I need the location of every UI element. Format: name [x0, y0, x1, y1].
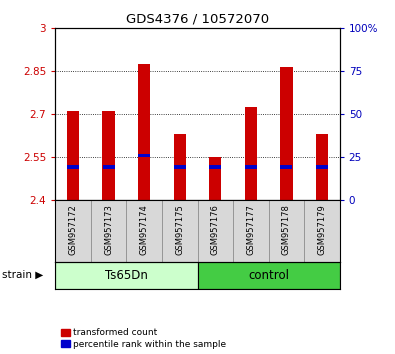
Legend: transformed count, percentile rank within the sample: transformed count, percentile rank withi… — [60, 327, 228, 349]
Text: GSM957174: GSM957174 — [140, 204, 149, 255]
Bar — [91, 200, 126, 262]
Bar — [138, 154, 150, 158]
Bar — [67, 111, 79, 200]
Text: Ts65Dn: Ts65Dn — [105, 269, 148, 282]
Bar — [173, 134, 186, 200]
Bar — [269, 200, 304, 262]
Bar — [198, 200, 233, 262]
Bar — [103, 165, 115, 169]
Text: GSM957175: GSM957175 — [175, 204, 184, 255]
Bar — [245, 107, 257, 200]
Bar — [316, 165, 328, 169]
Bar — [304, 200, 340, 262]
Bar — [55, 200, 91, 262]
Bar — [126, 200, 162, 262]
Text: GSM957178: GSM957178 — [282, 204, 291, 255]
Bar — [102, 111, 115, 200]
Text: GSM957176: GSM957176 — [211, 204, 220, 255]
Bar — [280, 67, 293, 200]
Bar — [162, 200, 198, 262]
Bar — [209, 165, 221, 169]
Text: GSM957179: GSM957179 — [318, 204, 326, 255]
Bar — [233, 200, 269, 262]
Bar — [138, 64, 150, 200]
Bar — [67, 165, 79, 169]
Bar — [198, 262, 340, 289]
Bar — [55, 262, 198, 289]
Text: GSM957177: GSM957177 — [246, 204, 255, 255]
Bar — [316, 134, 328, 200]
Text: GSM957173: GSM957173 — [104, 204, 113, 255]
Bar — [280, 165, 292, 169]
Text: GDS4376 / 10572070: GDS4376 / 10572070 — [126, 12, 269, 25]
Bar — [209, 157, 222, 200]
Text: GSM957172: GSM957172 — [69, 204, 77, 255]
Text: control: control — [248, 269, 289, 282]
Text: strain ▶: strain ▶ — [2, 270, 43, 280]
Bar — [245, 165, 257, 169]
Bar — [174, 165, 186, 169]
